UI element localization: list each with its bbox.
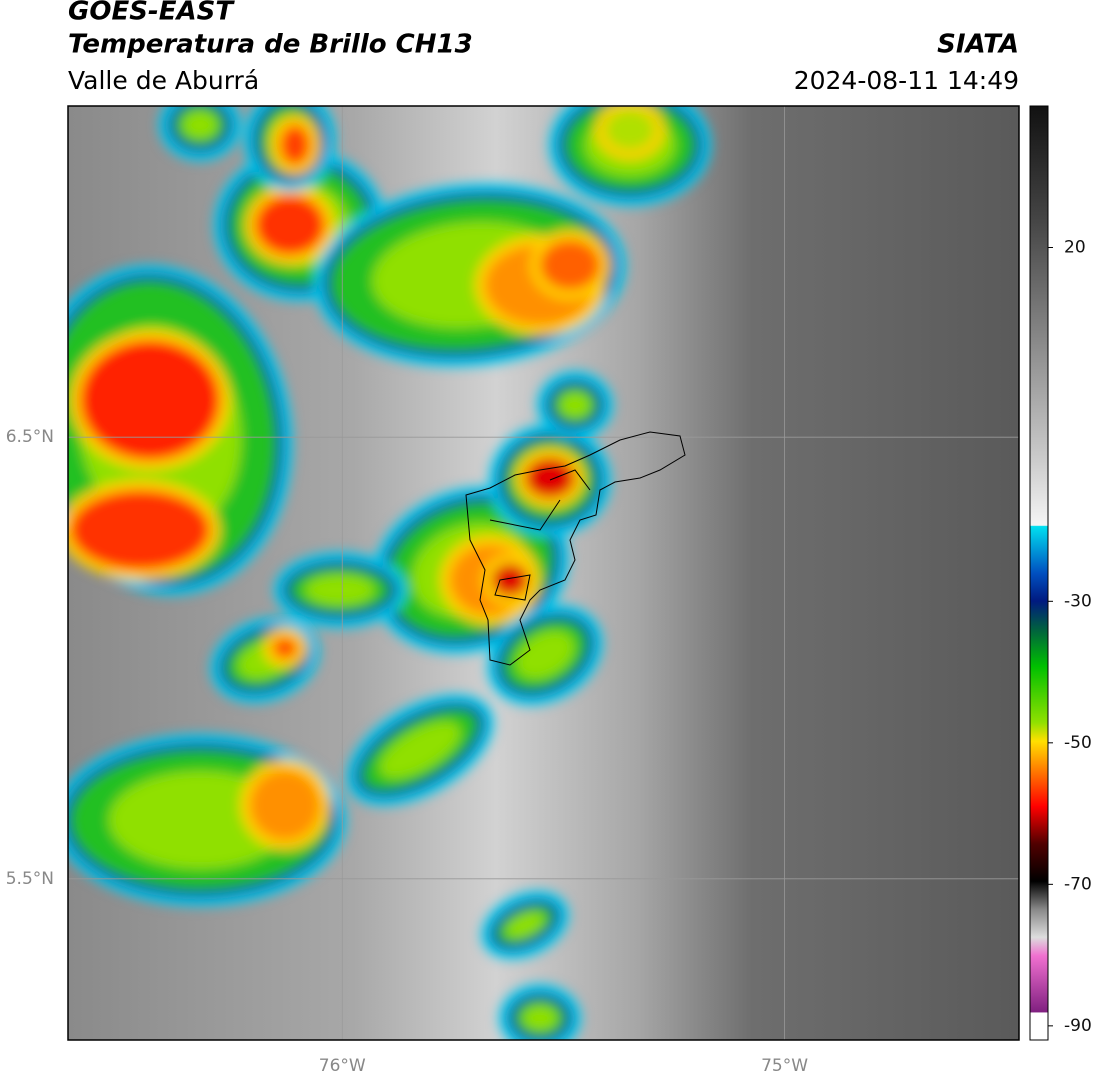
- cloud-body: [182, 111, 218, 139]
- map-frame: [67, 105, 1020, 1041]
- cloud-core: [492, 564, 528, 596]
- y-tick-label: 6.5°N: [6, 427, 54, 447]
- grid: [68, 106, 1019, 1040]
- cloud-core: [280, 125, 310, 165]
- subtitle: Temperatura de Brillo CH13: [68, 30, 473, 60]
- title: GOES-EAST: [68, 0, 235, 27]
- cloud-core: [540, 240, 600, 290]
- datetime: 2024-08-11 14:49: [794, 66, 1019, 95]
- colorbar-tick-label: -90: [1064, 1016, 1092, 1036]
- cloud-body: [305, 574, 375, 606]
- cloud-body: [522, 1005, 558, 1031]
- map: [68, 106, 1019, 1040]
- colorbar-tick-label: -70: [1064, 874, 1092, 894]
- cloud-core: [525, 458, 575, 498]
- colorbar-tick-label: 20: [1064, 238, 1086, 258]
- municipal-boundaries: [465, 431, 686, 666]
- source: SIATA: [937, 30, 1019, 60]
- cloud-body: [559, 392, 591, 418]
- cloud-body: [515, 630, 575, 680]
- cloud-body: [379, 721, 461, 779]
- cloud-core: [273, 638, 297, 658]
- cloud-core: [255, 195, 325, 255]
- x-tick-label: 76°W: [319, 1056, 366, 1076]
- cloud-core: [70, 490, 210, 570]
- colorbar-tick-label: -30: [1064, 591, 1092, 611]
- cloud-core: [605, 110, 655, 150]
- cloud-layer: [68, 106, 711, 1040]
- x-tick-label: 75°W: [761, 1056, 808, 1076]
- cloud-body: [505, 911, 545, 939]
- colorbar-ticks: 20 -30 -50 -70 -90: [1048, 238, 1092, 1036]
- region: Valle de Aburrá: [68, 66, 259, 95]
- colorbar-tick-label: -50: [1064, 733, 1092, 753]
- colorbar: [1029, 105, 1049, 1041]
- cloud-core: [80, 340, 220, 460]
- y-tick-label: 5.5°N: [6, 869, 54, 889]
- cloud-core: [250, 770, 320, 840]
